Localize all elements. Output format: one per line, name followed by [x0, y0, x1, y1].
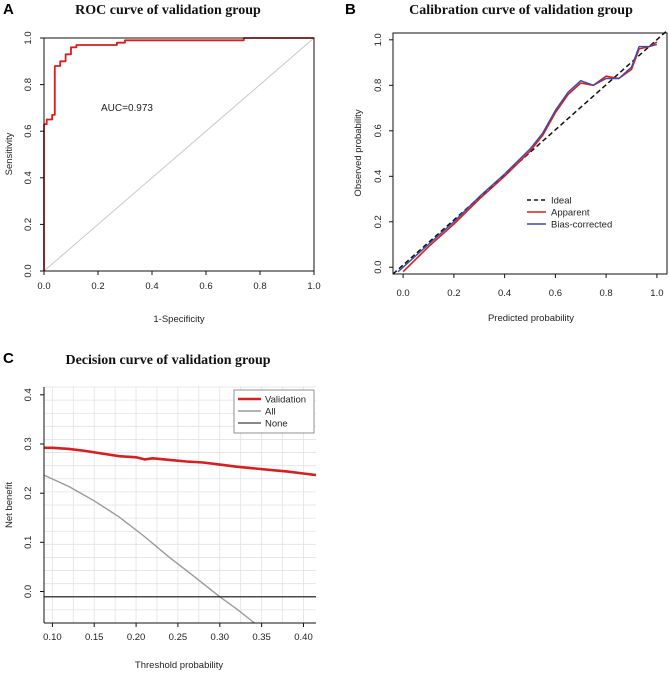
dca-x-tick-label: 0.30	[211, 632, 230, 643]
decision-validation-line	[44, 446, 317, 477]
cal-y-tick-label: 0.6	[373, 124, 384, 137]
legend-all-label: All	[265, 407, 276, 418]
decision-y-ticks: 0.0 0.1 0.2 0.3 0.4	[23, 388, 44, 598]
panel-label-a: A	[3, 1, 14, 18]
roc-x-ticks: 0.0 0.2 0.4 0.6 0.8 1.0	[37, 271, 321, 292]
roc-x-tick-label: 0.4	[145, 281, 158, 292]
legend-validation-label: Validation	[265, 395, 306, 406]
roc-y-tick-label: 1.0	[23, 31, 34, 44]
roc-plot-frame	[43, 37, 315, 272]
roc-y-tick-label: 0.4	[23, 171, 34, 184]
dca-x-tick-label: 0.15	[85, 632, 104, 643]
apparent-line	[402, 41, 658, 273]
legend-ideal-label: Ideal	[551, 196, 572, 207]
calibration-x-ticks: 0.0 0.2 0.4 0.6 0.8 1.0	[396, 274, 664, 299]
roc-title: ROC curve of validation group	[75, 3, 261, 18]
dca-y-tick-label: 0.2	[23, 487, 34, 500]
legend-none-label: None	[265, 419, 288, 430]
decision-legend: Validation All None	[233, 389, 315, 434]
roc-x-tick-label: 0.0	[37, 281, 50, 292]
cal-y-tick-label: 0.8	[373, 79, 384, 92]
cal-x-tick-label: 0.4	[498, 288, 511, 299]
dca-y-tick-label: 0.3	[23, 437, 34, 450]
cal-y-tick-label: 0.4	[373, 170, 384, 183]
dca-x-tick-label: 0.25	[169, 632, 188, 643]
calibration-legend: Ideal Apparent Bias-corrected	[527, 196, 612, 231]
auc-annotation: AUC=0.973	[101, 103, 153, 114]
panel-label-c: C	[3, 350, 14, 367]
panel-b: B Calibration curve of validation group …	[345, 1, 668, 324]
cal-x-tick-label: 1.0	[650, 288, 663, 299]
calibration-plot-frame	[392, 32, 668, 275]
calibration-y-axis-label: Observed probability	[353, 109, 364, 196]
decision-grid	[44, 386, 316, 623]
panel-c: C Decision curve of validation group Val…	[3, 350, 317, 671]
legend-apparent-label: Apparent	[551, 208, 590, 219]
dca-y-tick-label: 0.0	[23, 585, 34, 598]
roc-x-tick-label: 0.2	[91, 281, 104, 292]
bias-corrected-line	[397, 43, 658, 273]
roc-curve-line	[43, 37, 314, 271]
ideal-line	[392, 30, 668, 275]
panel-label-b: B	[345, 1, 356, 18]
roc-x-tick-label: 0.8	[253, 281, 266, 292]
dca-y-tick-label: 0.1	[23, 536, 34, 549]
cal-x-tick-label: 0.6	[549, 288, 562, 299]
dca-x-tick-label: 0.20	[127, 632, 146, 643]
roc-x-tick-label: 1.0	[307, 281, 320, 292]
cal-y-tick-label: 1.0	[373, 33, 384, 46]
decision-title: Decision curve of validation group	[65, 353, 270, 368]
cal-x-tick-label: 0.0	[396, 288, 409, 299]
roc-reference-line	[43, 37, 315, 272]
roc-y-tick-label: 0.6	[23, 125, 34, 138]
calibration-title: Calibration curve of validation group	[409, 3, 633, 18]
dca-y-tick-label: 0.4	[23, 388, 34, 401]
roc-y-axis-label: Sensitivity	[4, 132, 15, 175]
cal-x-tick-label: 0.2	[447, 288, 460, 299]
decision-x-ticks: 0.10 0.15 0.20 0.25 0.30 0.35 0.40	[43, 623, 313, 643]
roc-y-tick-label: 0.2	[23, 218, 34, 231]
dca-x-tick-label: 0.40	[294, 632, 313, 643]
legend-bias-corrected-label: Bias-corrected	[551, 220, 612, 231]
cal-y-tick-label: 0.2	[373, 215, 384, 228]
decision-all-line	[43, 474, 256, 624]
decision-y-axis-label: Net benefit	[4, 482, 15, 528]
roc-y-ticks: 0.0 0.2 0.4 0.6 0.8 1.0	[23, 31, 44, 278]
cal-x-tick-label: 0.8	[599, 288, 612, 299]
roc-y-tick-label: 0.0	[23, 264, 34, 277]
cal-y-tick-label: 0.0	[373, 261, 384, 274]
decision-x-axis-label: Threshold probability	[135, 660, 223, 671]
panel-a: A ROC curve of validation group AUC=0.97…	[3, 1, 321, 325]
calibration-x-axis-label: Predicted probability	[488, 313, 574, 324]
dca-x-tick-label: 0.35	[252, 632, 271, 643]
roc-x-axis-label: 1-Specificity	[153, 314, 204, 325]
dca-x-tick-label: 0.10	[43, 632, 62, 643]
roc-x-tick-label: 0.6	[199, 281, 212, 292]
roc-y-tick-label: 0.8	[23, 78, 34, 91]
calibration-y-ticks: 0.0 0.2 0.4 0.6 0.8 1.0	[373, 33, 393, 274]
